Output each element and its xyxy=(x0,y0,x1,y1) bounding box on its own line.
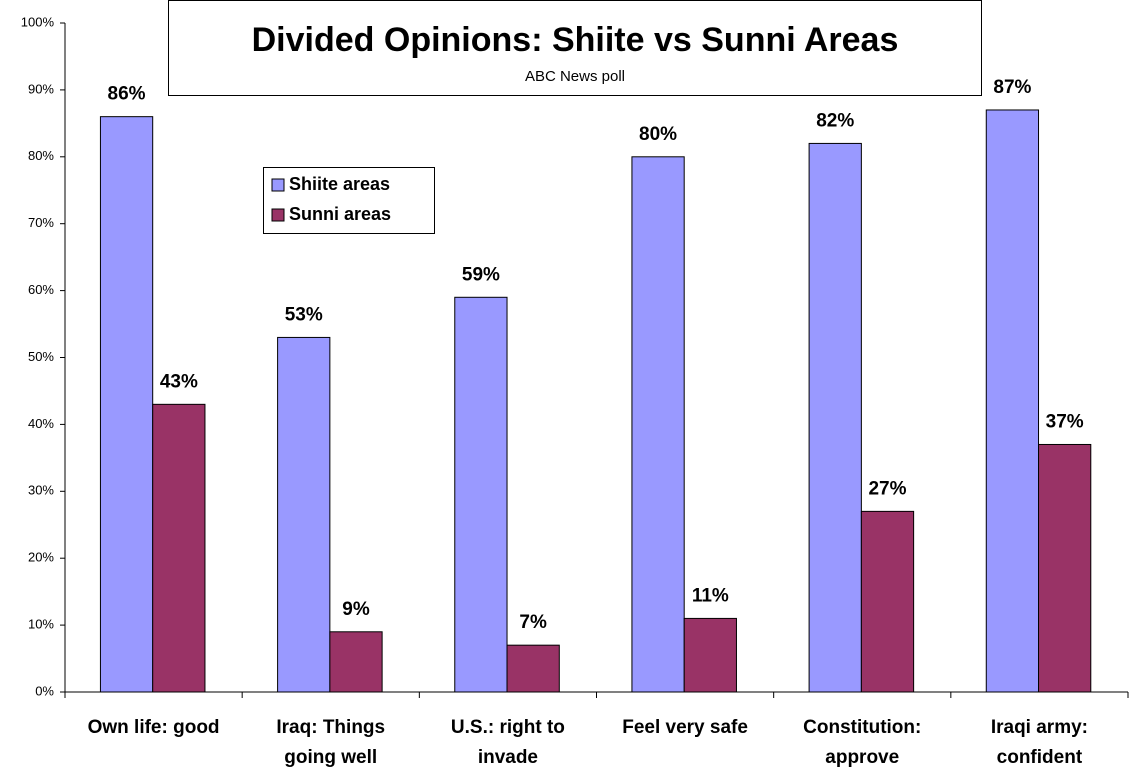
bar xyxy=(152,403,206,693)
bar xyxy=(99,116,154,693)
data-label: 59% xyxy=(462,264,500,285)
y-tick-label: 90% xyxy=(28,81,54,96)
bar xyxy=(329,631,383,693)
x-tick-label: Iraq: Things xyxy=(276,717,385,738)
data-label: 86% xyxy=(108,84,146,105)
bar xyxy=(631,156,685,693)
data-label: 82% xyxy=(816,110,854,131)
bar xyxy=(683,617,737,693)
plot xyxy=(99,109,1092,693)
legend-label: Shiite areas xyxy=(289,174,390,194)
y-tick-label: 80% xyxy=(28,148,54,163)
chart-title: Divided Opinions: Shiite vs Sunni Areas xyxy=(252,21,899,59)
data-label: 11% xyxy=(692,585,729,606)
data-label: 87% xyxy=(993,77,1031,98)
y-tick-label: 30% xyxy=(28,483,54,498)
x-tick-label: confident xyxy=(997,747,1083,768)
legend-swatch xyxy=(271,178,285,192)
y-tick-label: 70% xyxy=(28,215,54,230)
legend-label: Sunni areas xyxy=(289,204,391,224)
bar xyxy=(454,296,508,693)
data-label: 37% xyxy=(1046,411,1084,432)
y-tick-label: 100% xyxy=(21,14,55,29)
bar xyxy=(808,142,862,693)
y-tick-label: 10% xyxy=(28,617,54,632)
bar xyxy=(860,510,915,693)
data-label: 53% xyxy=(285,304,323,325)
data-label: 80% xyxy=(639,124,677,145)
x-tick-label: approve xyxy=(825,747,899,768)
legend-box xyxy=(263,167,435,234)
y-tick-label: 50% xyxy=(28,349,54,364)
bar xyxy=(277,336,331,693)
data-label: 43% xyxy=(160,371,198,392)
legend-swatch xyxy=(271,208,285,222)
y-tick-label: 20% xyxy=(28,550,54,565)
chart-subtitle: ABC News poll xyxy=(525,68,625,85)
y-tick-label: 60% xyxy=(28,282,54,297)
x-tick-label: invade xyxy=(478,747,538,768)
x-tick-label: Iraqi army: xyxy=(991,717,1088,738)
bar xyxy=(985,109,1040,693)
data-label: 27% xyxy=(868,478,906,499)
x-tick-label: Feel very safe xyxy=(622,717,748,738)
y-tick-label: 0% xyxy=(35,683,54,698)
data-label: 9% xyxy=(342,599,370,620)
y-tick-label: 40% xyxy=(28,416,54,431)
x-tick-label: U.S.: right to xyxy=(451,717,565,738)
bar xyxy=(506,644,560,693)
data-label: 7% xyxy=(519,612,547,633)
x-tick-label: Constitution: xyxy=(803,717,921,738)
bar xyxy=(1038,443,1092,693)
title-box xyxy=(168,0,982,96)
x-tick-label: going well xyxy=(284,747,377,768)
x-tick-label: Own life: good xyxy=(88,717,220,738)
